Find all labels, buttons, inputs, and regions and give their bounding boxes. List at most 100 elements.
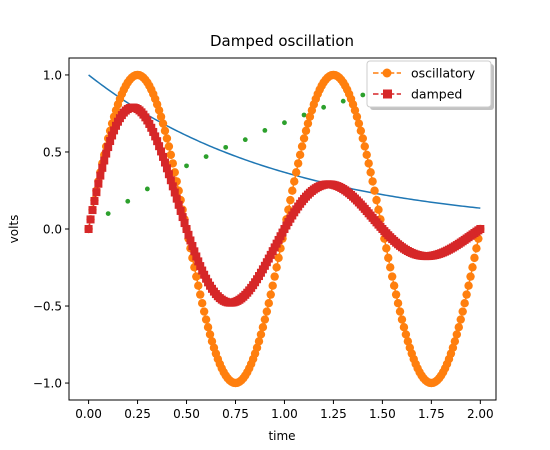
data-point [290,177,299,186]
data-point [303,119,313,128]
data-point [256,330,266,339]
data-point [470,253,479,263]
data-point [364,159,373,168]
data-point [360,92,366,98]
x-tick-label: 1.50 [369,407,396,421]
data-point [386,263,395,272]
data-point [352,112,362,121]
data-point [270,272,279,281]
series-line [88,74,481,209]
data-point [174,200,183,209]
data-point [192,252,201,261]
data-point [155,142,164,151]
x-tick-label: 0.50 [173,407,200,421]
data-point [154,106,164,115]
legend-label: damped [411,87,462,102]
data-point [295,150,305,159]
data-point [149,127,158,136]
data-point [98,163,107,172]
data-point [301,126,311,136]
legend-entry-damped: damped [373,87,462,102]
data-point [262,307,272,316]
data-point [207,337,217,346]
data-point [86,215,95,224]
data-point [305,112,315,121]
x-tick-label: 0.25 [124,407,151,421]
y-axis: −1.0 −0.5 0.0 0.5 1.0 [33,68,69,391]
data-point [186,236,195,245]
data-point [366,168,375,177]
data-point [254,337,264,346]
data-point [393,299,403,308]
data-point [370,186,379,195]
data-point [178,213,187,222]
data-point [144,186,150,192]
data-point [198,266,207,275]
data-point [468,263,477,272]
data-point [166,150,176,159]
data-point [389,281,399,290]
data-point [102,149,111,158]
legend-marker [382,68,392,78]
data-point [272,263,281,272]
data-point [476,225,485,233]
data-point [368,177,377,186]
data-point [258,322,268,332]
data-point [356,126,366,136]
data-point [90,196,99,205]
data-point [203,154,209,159]
x-tick-label: 1.75 [418,407,445,421]
data-point [156,112,166,121]
legend: oscillatory damped [366,60,494,110]
data-point [354,119,364,128]
data-point [184,230,193,239]
data-point [450,337,460,346]
data-point [158,119,168,128]
chart-title: Damped oscillation [210,32,354,50]
data-point [100,156,109,165]
data-point [350,106,360,115]
data-point [340,98,346,104]
x-tick-label: 2.00 [467,407,494,421]
data-point [104,143,113,152]
data-point [268,281,277,290]
data-point [184,163,189,169]
data-point [448,343,458,352]
data-point [203,322,213,332]
legend-marker [383,89,392,99]
data-point [94,179,103,188]
data-point [395,307,405,316]
data-point [464,281,473,290]
data-point [293,159,303,168]
data-point [96,171,105,180]
data-point [358,134,368,143]
data-point [162,164,171,173]
data-point [170,188,179,197]
series-damped [84,103,485,307]
data-point [299,134,309,143]
y-tick-label: −1.0 [33,377,62,391]
data-point [286,195,295,205]
data-point [403,337,413,346]
data-point [462,290,471,299]
x-tick-label: 1.00 [271,407,298,421]
data-point [454,322,463,332]
data-point [297,142,307,151]
y-tick-label: 0.0 [43,223,62,237]
data-point [452,330,462,339]
data-point [92,188,101,197]
data-point [460,299,469,308]
data-point [147,123,156,132]
data-point [201,315,211,324]
series-unlabeled-3 [105,92,366,216]
data-point [242,137,248,143]
x-tick-label: 0.75 [222,407,249,421]
data-point [153,137,162,146]
data-point [401,330,411,339]
data-point [472,244,481,253]
data-point [162,134,172,143]
x-axis-label: time [268,429,295,443]
data-point [360,142,369,151]
data-point [223,144,229,150]
data-point [282,120,287,126]
